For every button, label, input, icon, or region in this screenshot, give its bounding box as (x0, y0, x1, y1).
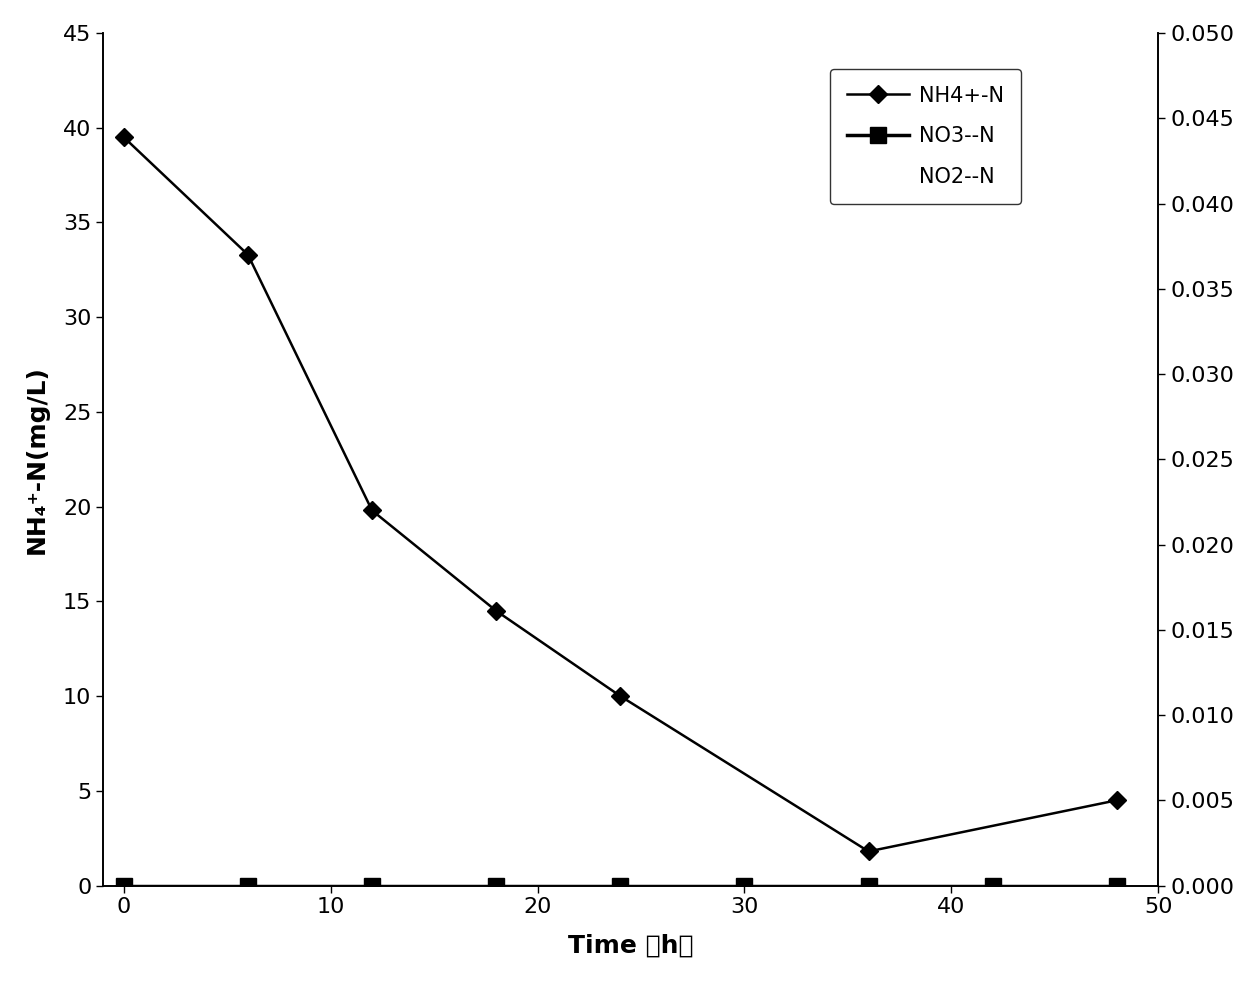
NH4+-N (364, 504, 379, 516)
NO3--N (613, 880, 628, 892)
NH4+-N (488, 605, 504, 616)
NH4+-N (116, 132, 131, 144)
NH4+-N (613, 690, 628, 702)
NO3--N (985, 880, 1000, 892)
NH4+-N (1109, 794, 1124, 806)
NO3--N (116, 880, 131, 892)
NH4+-N (240, 249, 256, 260)
NO3--N (737, 880, 752, 892)
NO3--N (488, 880, 504, 892)
NH4+-N (861, 845, 876, 857)
Legend: NH4+-N, NO3--N, NO2--N: NH4+-N, NO3--N, NO2--N (830, 69, 1021, 204)
Y-axis label: NH₄⁺-N(mg/L): NH₄⁺-N(mg/L) (25, 365, 49, 553)
NO3--N (364, 880, 379, 892)
Line: NO3--N: NO3--N (116, 877, 1126, 894)
Line: NH4+-N: NH4+-N (117, 131, 1123, 858)
NO3--N (1109, 880, 1124, 892)
X-axis label: Time （h）: Time （h） (568, 934, 694, 958)
NO3--N (861, 880, 876, 892)
NO3--N (240, 880, 256, 892)
